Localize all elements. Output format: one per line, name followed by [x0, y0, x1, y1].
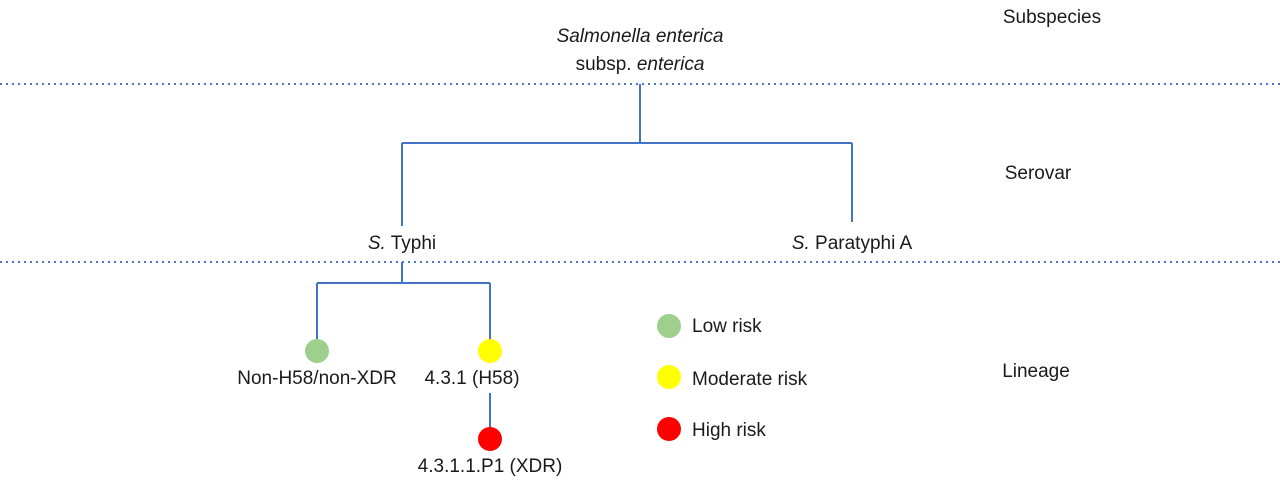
lineage-label-xdr: 4.3.1.1.P1 (XDR) [418, 456, 563, 477]
serovar-typhi: S. Typhi [368, 233, 436, 254]
level-label-subspecies: Subspecies [1003, 7, 1101, 28]
lineage-node-xdr [478, 427, 502, 451]
legend-label-high: High risk [692, 420, 766, 441]
legend-swatch-low [657, 314, 681, 338]
serovar-paratyphi: S. Paratyphi A [792, 233, 913, 254]
serovar-typhi-abbr: S. [368, 233, 386, 254]
root-subspecies-name: subsp. enterica [576, 54, 705, 75]
legend-swatch-moderate [657, 365, 681, 389]
level-label-serovar: Serovar [1005, 163, 1072, 184]
level-label-lineage: Lineage [1002, 361, 1070, 382]
root-branch [401, 84, 853, 226]
root-subspecies-prefix: subsp. [576, 54, 637, 75]
typhi-branch [316, 262, 491, 428]
legend-label-low: Low risk [692, 316, 762, 337]
root-subspecies-italic: enterica [637, 54, 705, 75]
serovar-paratyphi-abbr: S. [792, 233, 810, 254]
root-species-name: Salmonella enterica [557, 26, 724, 47]
legend-label-moderate: Moderate risk [692, 369, 808, 390]
legend-swatch-high [657, 417, 681, 441]
lineage-label-h58: 4.3.1 (H58) [424, 368, 519, 389]
risk-legend: Low risk Moderate risk High risk [657, 314, 808, 441]
lineage-node-non-h58 [305, 339, 329, 363]
serovar-paratyphi-name: Paratyphi A [810, 233, 913, 254]
lineage-node-h58 [478, 339, 502, 363]
serovar-typhi-name: Typhi [386, 233, 436, 254]
lineage-label-non-h58: Non-H58/non-XDR [237, 368, 396, 389]
